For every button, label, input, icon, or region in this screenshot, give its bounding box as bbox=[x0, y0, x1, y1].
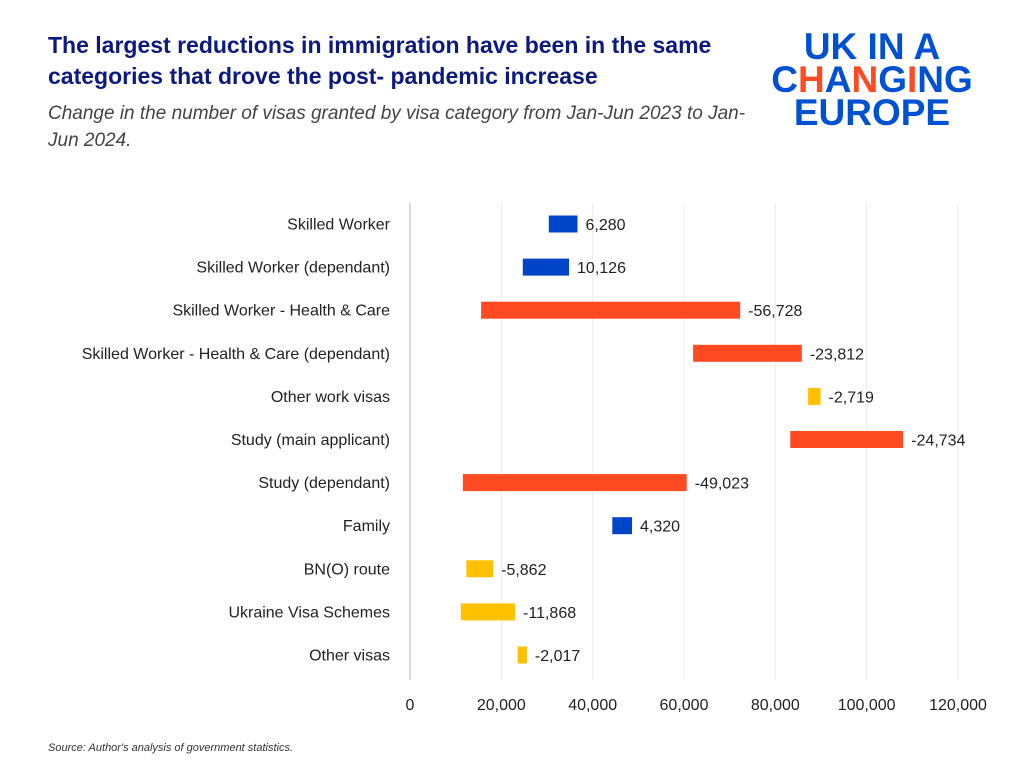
category-label: Study (dependant) bbox=[258, 475, 390, 492]
value-label: 4,320 bbox=[640, 519, 680, 536]
bar bbox=[466, 560, 494, 578]
category-label: Skilled Worker bbox=[287, 217, 391, 234]
logo-line-3: EUROPE bbox=[793, 92, 951, 133]
bar bbox=[790, 431, 904, 448]
value-label: -23,812 bbox=[810, 346, 864, 363]
chart-subtitle: Change in the number of visas granted by… bbox=[48, 103, 746, 151]
value-label: -2,719 bbox=[829, 389, 874, 406]
bar bbox=[522, 258, 570, 276]
uk-in-a-changing-europe-logo: UK IN A CHANGING EUROPE bbox=[762, 26, 982, 133]
value-label: -56,728 bbox=[748, 303, 802, 320]
value-label: -11,868 bbox=[523, 605, 576, 622]
bar bbox=[517, 646, 527, 664]
category-label: Other work visas bbox=[271, 389, 390, 406]
category-label: Skilled Worker - Health & Care (dependan… bbox=[82, 346, 390, 363]
bar bbox=[462, 474, 687, 492]
x-tick-label: 60,000 bbox=[660, 697, 709, 714]
x-tick-label: 80,000 bbox=[751, 697, 800, 714]
value-label: -49,023 bbox=[695, 476, 749, 493]
logo-line-2: CHANGING bbox=[771, 59, 973, 100]
bar bbox=[548, 215, 578, 233]
category-label: Family bbox=[343, 518, 390, 535]
x-tick-label: 0 bbox=[406, 697, 415, 714]
bar bbox=[693, 344, 802, 362]
category-label: Ukraine Visa Schemes bbox=[228, 604, 390, 621]
bar bbox=[612, 517, 633, 535]
bar bbox=[808, 387, 821, 405]
x-tick-label: 120,000 bbox=[929, 697, 987, 714]
x-tick-label: 100,000 bbox=[838, 697, 896, 714]
source-note: Source: Author's analysis of government … bbox=[48, 742, 294, 754]
chart-title: The largest reductions in immigration ha… bbox=[48, 32, 712, 89]
bar bbox=[460, 603, 516, 621]
category-label: BN(O) route bbox=[304, 561, 390, 578]
value-label: -2,017 bbox=[535, 648, 580, 665]
value-label: -5,862 bbox=[501, 562, 546, 579]
category-label: Skilled Worker - Health & Care bbox=[172, 303, 390, 320]
value-label: 10,126 bbox=[577, 260, 626, 277]
logo-line-1: UK IN A bbox=[803, 26, 941, 67]
category-label: Other visas bbox=[309, 648, 390, 665]
category-label: Study (main applicant) bbox=[231, 432, 390, 449]
x-tick-label: 20,000 bbox=[477, 697, 526, 714]
value-label: -24,734 bbox=[911, 433, 965, 450]
category-label: Skilled Worker (dependant) bbox=[196, 260, 390, 277]
bar bbox=[481, 301, 741, 319]
value-label: 6,280 bbox=[586, 217, 626, 234]
x-tick-label: 40,000 bbox=[568, 697, 617, 714]
